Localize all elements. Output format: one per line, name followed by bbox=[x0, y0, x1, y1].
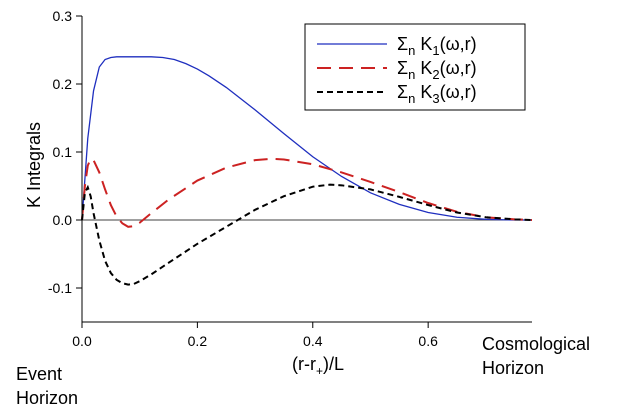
cosmological-horizon-label-line1: Cosmological bbox=[482, 334, 590, 354]
legend-label-2: Σn K2(ω,r) bbox=[397, 58, 477, 82]
series-line-2 bbox=[81, 157, 533, 228]
y-tick-label: 0.1 bbox=[53, 144, 73, 160]
x-tick-label: 0.2 bbox=[188, 333, 208, 349]
event-horizon-label-line2: Horizon bbox=[16, 388, 78, 408]
y-axis-title: K Integrals bbox=[24, 122, 44, 208]
series-layer bbox=[81, 56, 533, 286]
y-tick-label: -0.1 bbox=[48, 280, 72, 296]
y-tick-label: 0.3 bbox=[53, 8, 73, 24]
y-tick-label: 0.0 bbox=[53, 212, 73, 228]
legend: Σn K1(ω,r)Σn K2(ω,r)Σn K3(ω,r) bbox=[304, 23, 526, 111]
labels-layer: K Integrals (r-r+)/L Event Horizon Cosmo… bbox=[16, 122, 590, 408]
legend-label-1: Σn K1(ω,r) bbox=[397, 34, 477, 58]
series-line-3 bbox=[81, 183, 533, 286]
legend-label-3: Σn K3(ω,r) bbox=[397, 82, 477, 106]
cosmological-horizon-label-line2: Horizon bbox=[482, 358, 544, 378]
y-tick-label: 0.2 bbox=[53, 76, 73, 92]
x-tick-label: 0.0 bbox=[72, 333, 92, 349]
series-line-1 bbox=[81, 56, 532, 221]
x-axis-title: (r-r+)/L bbox=[292, 354, 344, 378]
event-horizon-label-line1: Event bbox=[16, 364, 62, 384]
x-tick-label: 0.4 bbox=[303, 333, 323, 349]
axes-layer: 0.3 0.2 0.1 0.0 -0.1 0.0 0.2 0.4 0.6 bbox=[48, 8, 532, 349]
x-tick-label: 0.6 bbox=[418, 333, 438, 349]
